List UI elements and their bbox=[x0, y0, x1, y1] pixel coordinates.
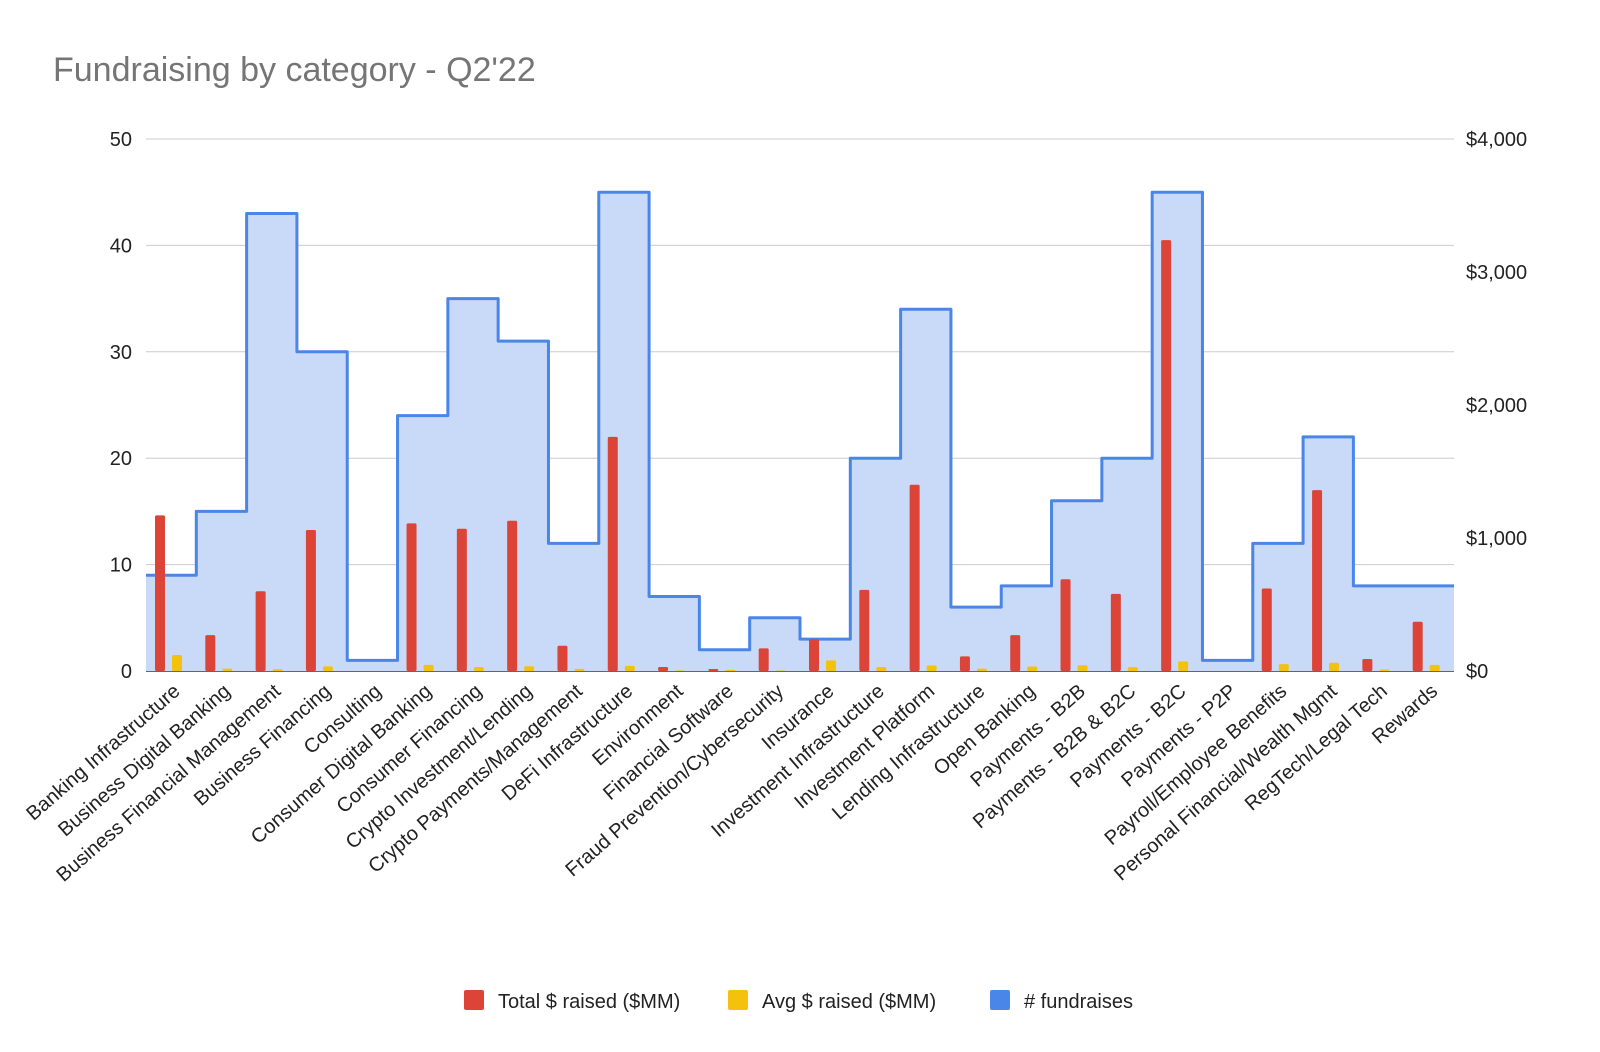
right-tick-label: $3,000 bbox=[1466, 262, 1527, 284]
total-raised-bar bbox=[456, 528, 467, 671]
avg-raised-bar bbox=[1127, 667, 1138, 671]
avg-raised-bar bbox=[222, 668, 233, 671]
legend-swatch bbox=[464, 990, 484, 1010]
avg-raised-bar bbox=[322, 666, 333, 671]
legend-label: # fundraises bbox=[1024, 991, 1133, 1013]
legend: Total $ raised ($MM) Avg $ raised ($MM) # … bbox=[464, 990, 1133, 1013]
legend-label: Avg $ raised ($MM) bbox=[762, 991, 936, 1013]
avg-raised-bar bbox=[423, 664, 434, 671]
avg-raised-bar bbox=[1027, 666, 1038, 671]
avg-raised-bar bbox=[1178, 661, 1189, 671]
total-raised-bar bbox=[708, 669, 719, 671]
total-raised-bar bbox=[305, 530, 316, 671]
total-raised-bar bbox=[155, 515, 165, 671]
total-raised-bar bbox=[1110, 593, 1121, 671]
total-raised-bar bbox=[658, 667, 669, 671]
category-label: Business Financial Management bbox=[52, 680, 285, 887]
avg-raised-bar bbox=[1329, 662, 1340, 671]
total-raised-bar bbox=[959, 656, 970, 671]
avg-raised-bar bbox=[725, 669, 736, 671]
avg-raised-bar bbox=[926, 665, 937, 671]
avg-raised-bar bbox=[272, 669, 283, 671]
fundraises-area-fill bbox=[146, 192, 1454, 671]
avg-raised-bar bbox=[775, 670, 786, 671]
total-raised-bar bbox=[607, 436, 618, 671]
total-raised-bar bbox=[205, 635, 216, 671]
avg-raised-bar bbox=[1429, 664, 1440, 671]
chart-title: Fundraising by category - Q2'22 bbox=[53, 51, 536, 89]
total-raised-bar bbox=[1312, 490, 1323, 671]
legend-swatch bbox=[990, 990, 1010, 1010]
left-tick-label: 50 bbox=[110, 129, 132, 151]
avg-raised-bar bbox=[1077, 665, 1088, 671]
left-axis-ticks: 0 10 20 30 40 50 bbox=[110, 129, 132, 683]
avg-raised-bar bbox=[1379, 669, 1390, 671]
total-raised-bar bbox=[406, 523, 417, 671]
left-tick-label: 20 bbox=[110, 448, 132, 470]
avg-raised-bar bbox=[473, 667, 484, 671]
total-raised-bar bbox=[859, 589, 870, 671]
legend-label: Total $ raised ($MM) bbox=[498, 991, 680, 1013]
total-raised-bar bbox=[758, 648, 769, 671]
total-raised-bar bbox=[1362, 659, 1373, 671]
avg-raised-bar bbox=[524, 666, 535, 671]
avg-raised-bar bbox=[1278, 664, 1289, 671]
total-raised-bar bbox=[1010, 635, 1021, 671]
total-raised-bar bbox=[507, 520, 518, 671]
avg-raised-bar bbox=[876, 667, 887, 671]
left-tick-label: 40 bbox=[110, 235, 132, 257]
fundraises-area bbox=[146, 190, 1454, 671]
total-raised-bar bbox=[1161, 240, 1172, 671]
avg-raised-bar bbox=[976, 668, 987, 671]
total-raised-bar bbox=[909, 484, 920, 671]
total-raised-bar bbox=[1060, 579, 1071, 671]
avg-raised-bar bbox=[675, 670, 686, 671]
total-raised-bar bbox=[1412, 621, 1423, 671]
avg-raised-bar bbox=[826, 660, 836, 671]
left-tick-label: 30 bbox=[110, 342, 132, 364]
fundraises-line bbox=[146, 190, 1454, 662]
left-tick-label: 10 bbox=[110, 555, 132, 577]
right-tick-label: $2,000 bbox=[1466, 395, 1527, 417]
avg-raised-bar bbox=[574, 668, 585, 671]
right-axis-ticks: $0 $1,000 $2,000 $3,000 $4,000 bbox=[1466, 129, 1527, 683]
right-tick-label: $4,000 bbox=[1466, 129, 1527, 151]
total-raised-bar bbox=[809, 639, 819, 671]
avg-raised-bar bbox=[172, 655, 182, 671]
total-raised-bar bbox=[255, 591, 266, 671]
right-tick-label: $1,000 bbox=[1466, 528, 1527, 550]
total-raised-bar bbox=[1261, 588, 1272, 671]
total-raised-bar bbox=[557, 645, 568, 671]
avg-raised-bar bbox=[624, 665, 635, 671]
right-tick-label: $0 bbox=[1466, 661, 1488, 683]
legend-swatch bbox=[728, 990, 748, 1010]
left-tick-label: 0 bbox=[121, 661, 132, 683]
bars bbox=[155, 240, 1440, 671]
